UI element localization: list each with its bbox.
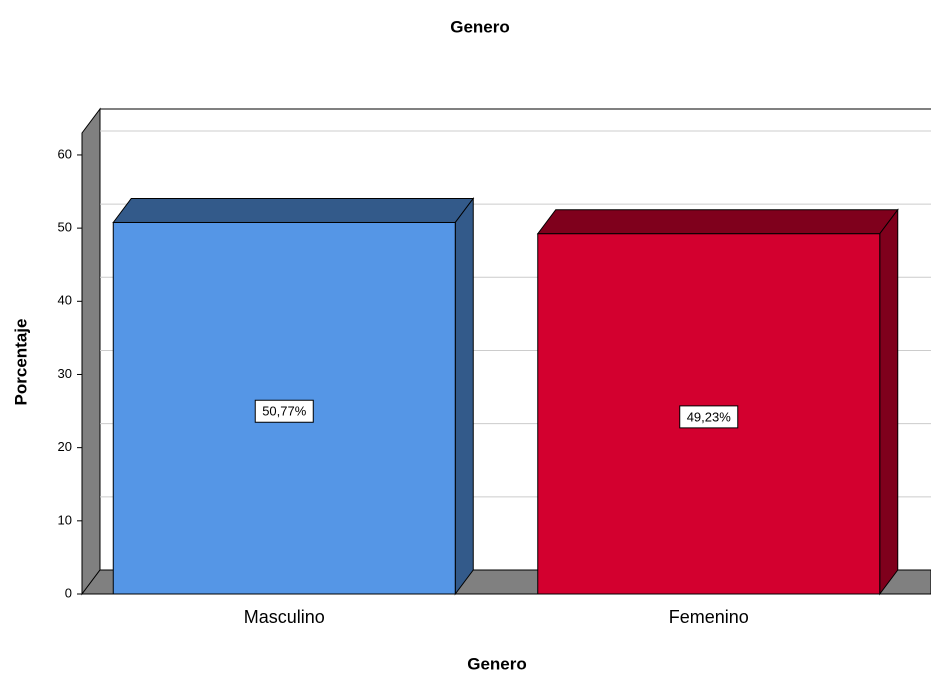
value-label-box bbox=[254, 399, 314, 423]
y-tick-label: 30 bbox=[58, 366, 72, 381]
bar-side bbox=[454, 196, 474, 596]
left-wall bbox=[81, 107, 101, 596]
y-axis-title: Porcentaje bbox=[11, 319, 30, 406]
bar-group bbox=[536, 208, 899, 596]
bar-top bbox=[112, 197, 475, 223]
x-axis-title: Genero bbox=[467, 654, 527, 673]
bar-top bbox=[536, 209, 899, 235]
y-tick-label: 60 bbox=[58, 146, 72, 161]
chart-title: Genero bbox=[450, 17, 510, 36]
value-label: 49,23% bbox=[687, 409, 732, 424]
y-tick-label: 20 bbox=[58, 439, 72, 454]
y-tick-label: 0 bbox=[65, 585, 72, 600]
value-label: 50,77% bbox=[262, 404, 307, 419]
x-tick-label: Masculino bbox=[244, 607, 325, 627]
y-tick-label: 10 bbox=[58, 512, 72, 527]
y-tick-label: 40 bbox=[58, 293, 72, 308]
x-tick-label: Femenino bbox=[669, 607, 749, 627]
y-tick-label: 50 bbox=[58, 220, 72, 235]
value-label-box bbox=[679, 405, 739, 429]
bar-group bbox=[112, 196, 475, 596]
bar-side bbox=[879, 208, 899, 596]
